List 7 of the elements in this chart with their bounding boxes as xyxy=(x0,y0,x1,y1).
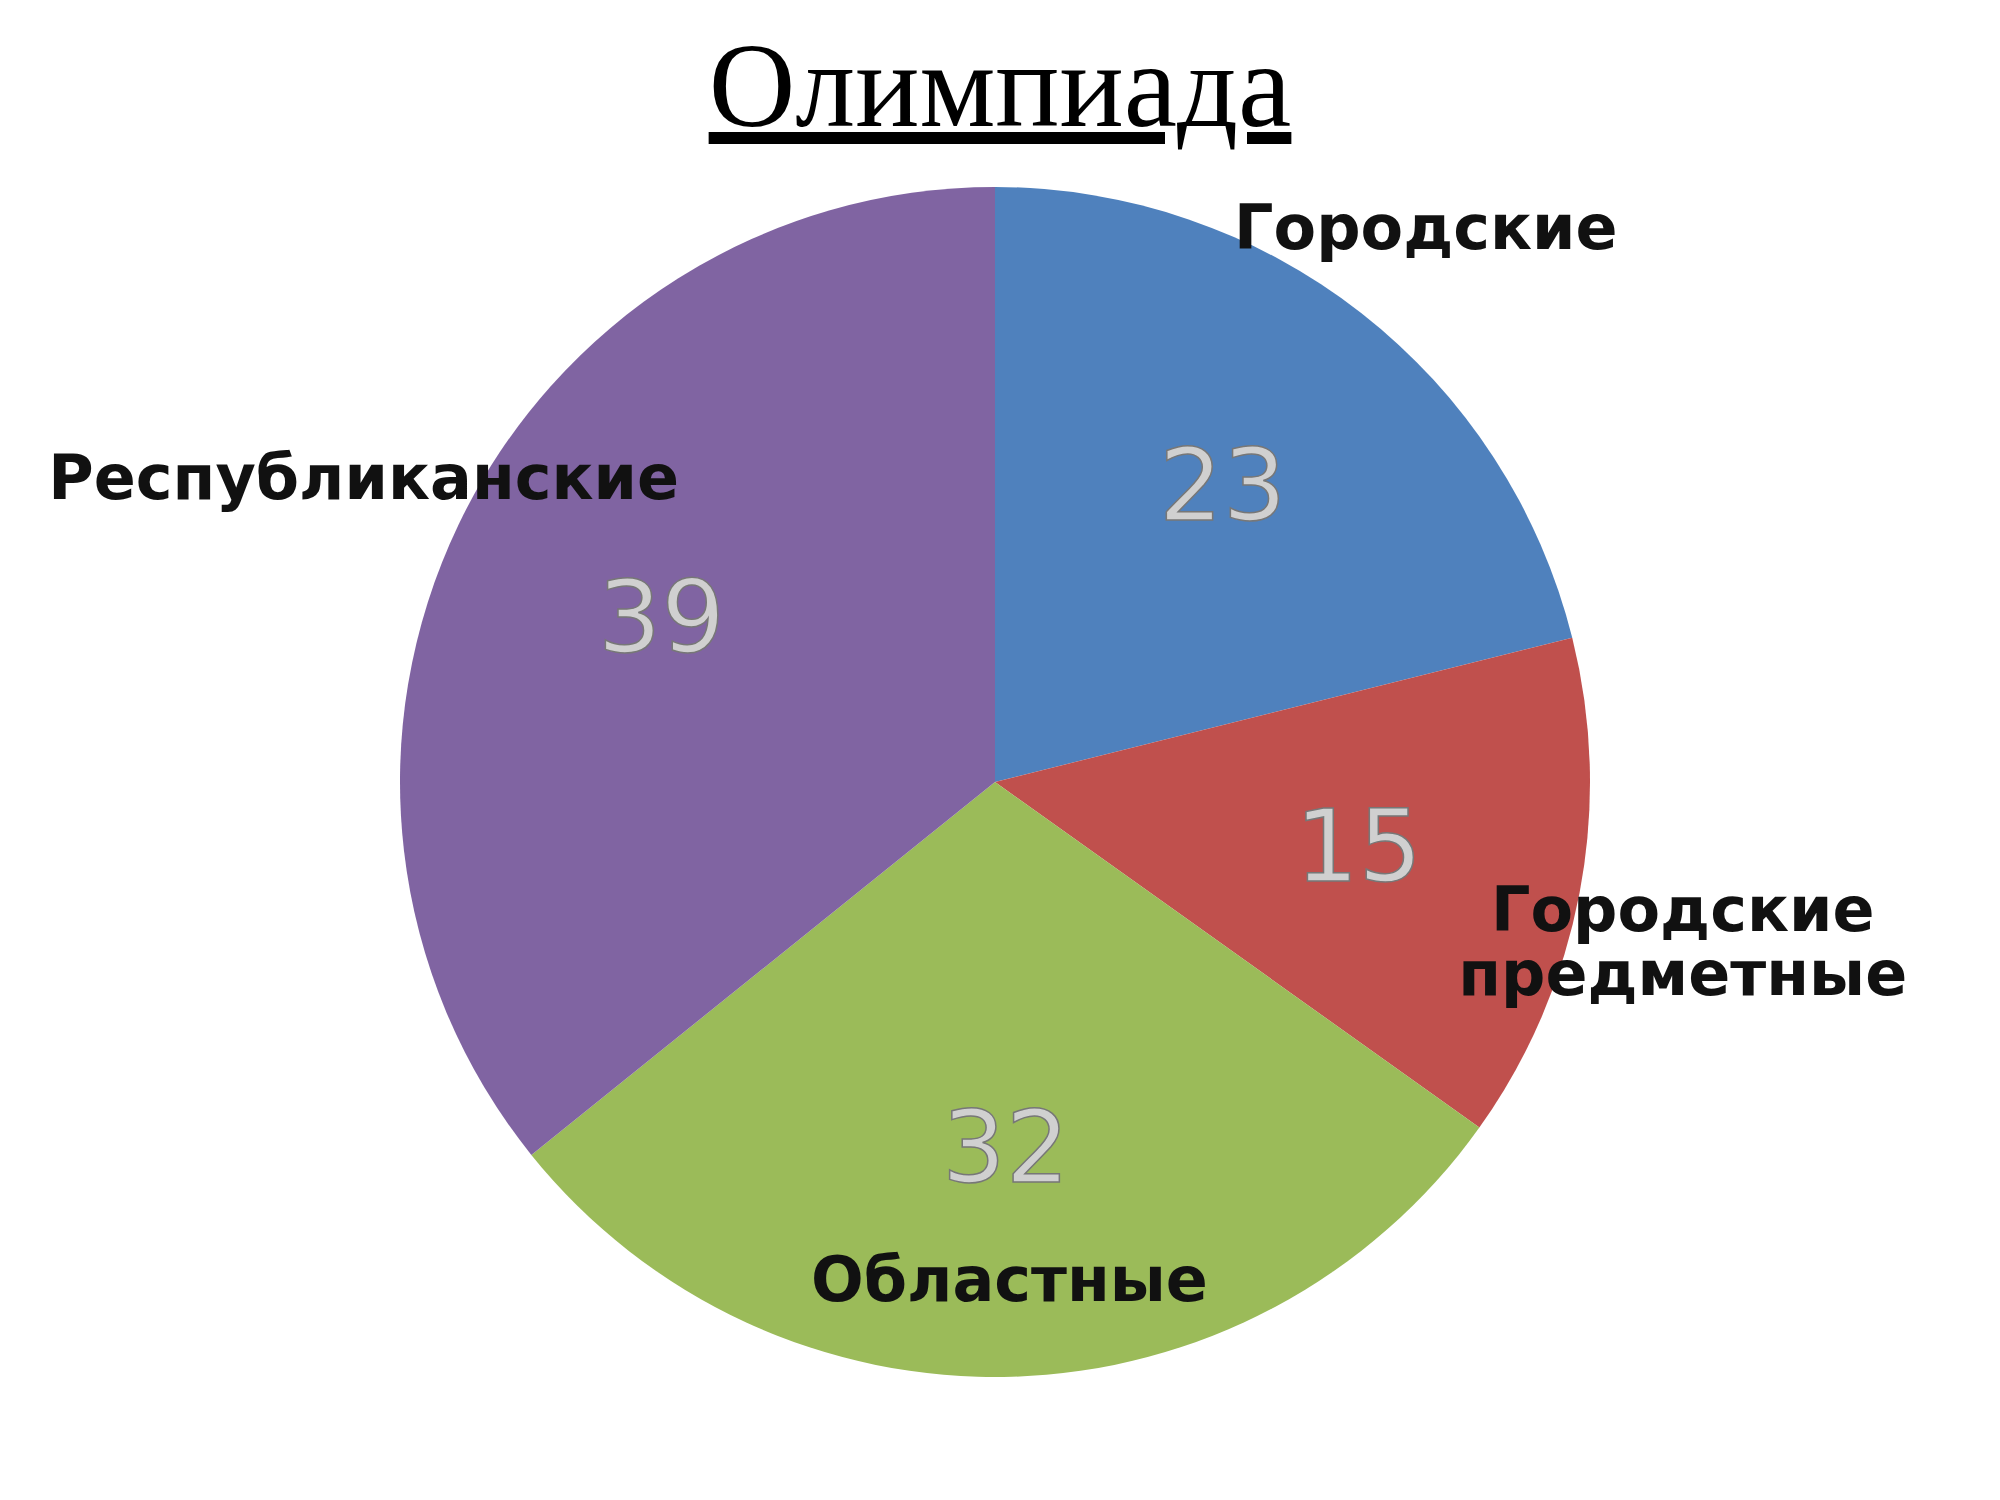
data-label: 39 xyxy=(597,559,725,677)
slice-label: Областные xyxy=(810,1242,1208,1316)
slice-label: Городские xyxy=(1234,191,1618,265)
data-label: 15 xyxy=(1294,787,1423,905)
data-label: 23 xyxy=(1159,427,1287,545)
chart-title: Олимпиада xyxy=(707,19,1293,152)
data-label: 32 xyxy=(942,1088,1070,1206)
